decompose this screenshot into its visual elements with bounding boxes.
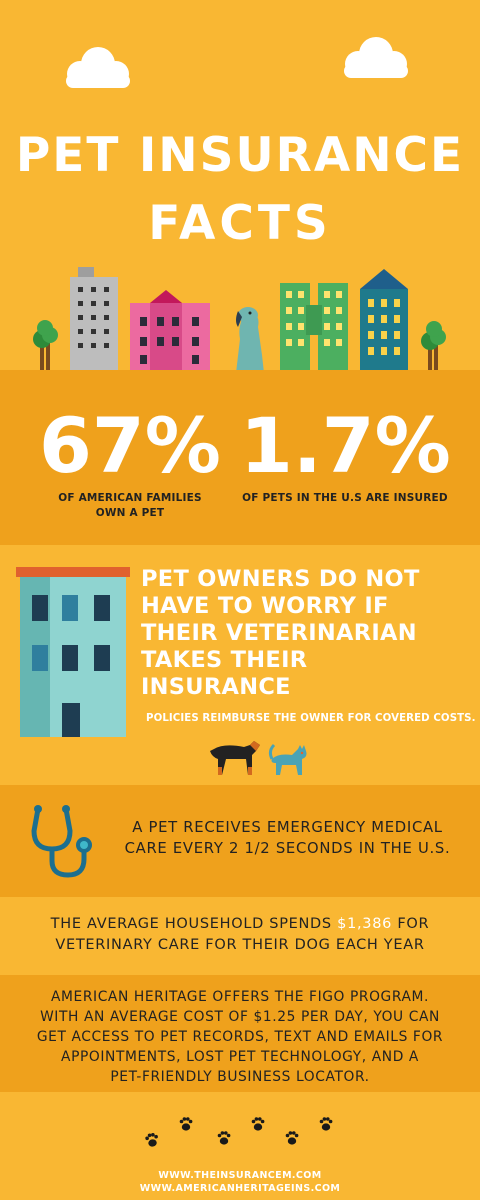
paw-icon: [179, 1117, 193, 1131]
figo-section: AMERICAN HERITAGE OFFERS THE FIGO PROGRA…: [0, 975, 480, 1092]
paw-trail: [144, 1117, 333, 1148]
cat-icon: [268, 743, 307, 775]
vet-section: PET OWNERS DO NOT HAVE TO WORRY IF THEIR…: [0, 545, 480, 785]
footer-link[interactable]: WWW.THEINSURANCEM.COM: [158, 1170, 322, 1181]
paw-icon: [144, 1132, 160, 1148]
building-icon: [16, 567, 130, 737]
city-skyline: [33, 267, 446, 370]
dog-icon: [236, 307, 264, 370]
stat-label: OF PETS IN THE U.S ARE INSURED: [242, 492, 448, 504]
stethoscope-icon: [31, 805, 92, 878]
stats-section: 67% 1.7% OF AMERICAN FAMILIES OWN A PET …: [0, 370, 480, 545]
building-icon: [70, 267, 118, 370]
stat-value: 67%: [39, 401, 221, 490]
paw-icon: [217, 1131, 231, 1145]
footer-link[interactable]: WWW.AMERICANHERITAGEINS.COM: [139, 1182, 341, 1194]
vet-subtext: POLICIES REIMBURSE THE OWNER FOR COVERED…: [146, 713, 476, 724]
footer-section: WWW.THEINSURANCEM.COM WWW.AMERICANHERITA…: [0, 1092, 480, 1200]
footer-links: WWW.THEINSURANCEM.COM WWW.AMERICANHERITA…: [0, 1170, 480, 1196]
stat-label: OF AMERICAN FAMILIES OWN A PET: [58, 492, 202, 520]
building-icon: [130, 290, 210, 370]
building-icon: [360, 269, 408, 370]
spending-amount: $1,386: [337, 916, 393, 932]
hero-section: PET INSURANCE FACTS: [0, 0, 480, 370]
stat-value: 1.7%: [240, 401, 451, 490]
paw-icon: [285, 1131, 299, 1145]
paw-icon: [319, 1117, 333, 1131]
dog-icon: [210, 741, 260, 775]
paw-icon: [251, 1117, 265, 1131]
cloud-icon: [66, 47, 130, 88]
page-title-line2: FACTS: [148, 196, 332, 251]
building-icon: [280, 283, 348, 370]
cloud-icon: [344, 37, 408, 78]
figo-text: AMERICAN HERITAGE OFFERS THE FIGO PROGRA…: [36, 989, 444, 1085]
page-title-line1: PET INSURANCE: [15, 128, 465, 183]
emergency-section: A PET RECEIVES EMERGENCY MEDICAL CARE EV…: [0, 785, 480, 897]
emergency-text: A PET RECEIVES EMERGENCY MEDICAL CARE EV…: [124, 819, 451, 857]
tree-icon: [421, 321, 446, 370]
tree-icon: [33, 320, 58, 370]
spending-text: THE AVERAGE HOUSEHOLD SPENDS $1,386 FOR …: [50, 916, 430, 953]
spending-section: THE AVERAGE HOUSEHOLD SPENDS $1,386 FOR …: [0, 897, 480, 975]
vet-heading: PET OWNERS DO NOT HAVE TO WORRY IF THEIR…: [141, 566, 420, 700]
